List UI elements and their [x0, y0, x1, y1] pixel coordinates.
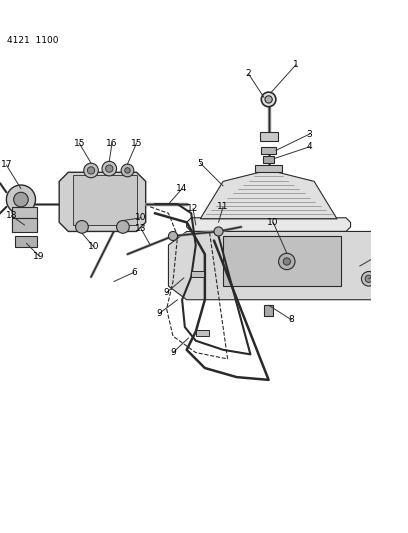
Bar: [196, 330, 208, 336]
Circle shape: [283, 258, 290, 265]
Circle shape: [84, 163, 98, 177]
Text: 5: 5: [197, 159, 203, 168]
Circle shape: [75, 221, 88, 233]
Circle shape: [365, 275, 373, 282]
Text: 18: 18: [6, 212, 18, 221]
Circle shape: [102, 161, 117, 176]
Circle shape: [265, 96, 272, 103]
Text: 13: 13: [135, 224, 147, 233]
Circle shape: [279, 253, 295, 270]
Bar: [255, 165, 282, 172]
Text: 19: 19: [33, 252, 45, 261]
Text: 10: 10: [135, 213, 147, 222]
Polygon shape: [186, 218, 350, 231]
Circle shape: [169, 231, 177, 240]
Text: 9: 9: [170, 348, 176, 357]
Text: 8: 8: [288, 315, 294, 324]
Bar: [12, 218, 37, 232]
Bar: [191, 271, 204, 277]
Text: 16: 16: [106, 139, 118, 148]
Bar: [73, 175, 137, 225]
Circle shape: [87, 167, 95, 174]
Circle shape: [125, 168, 130, 173]
Text: 2: 2: [246, 69, 251, 78]
Circle shape: [261, 92, 276, 107]
Circle shape: [13, 192, 28, 207]
Text: 4: 4: [307, 142, 313, 151]
Text: 10: 10: [88, 243, 100, 252]
Polygon shape: [59, 172, 146, 231]
Text: 11: 11: [217, 203, 229, 212]
Circle shape: [117, 221, 129, 233]
Text: 12: 12: [187, 204, 199, 213]
Text: 17: 17: [1, 160, 12, 169]
Bar: [259, 132, 278, 141]
Text: 4121  1100: 4121 1100: [7, 36, 59, 45]
Bar: [261, 147, 276, 154]
Text: 10: 10: [267, 218, 279, 227]
Text: 1: 1: [293, 60, 299, 69]
Bar: [263, 156, 274, 163]
Text: 3: 3: [307, 130, 313, 139]
Text: 9: 9: [156, 309, 162, 318]
Circle shape: [214, 227, 223, 236]
Text: 15: 15: [73, 139, 85, 148]
Bar: [16, 236, 37, 247]
Circle shape: [361, 271, 376, 286]
Text: 9: 9: [164, 288, 169, 297]
Circle shape: [7, 185, 35, 214]
Text: 14: 14: [176, 184, 188, 193]
Text: 15: 15: [131, 139, 142, 148]
Circle shape: [106, 165, 113, 172]
Polygon shape: [169, 231, 405, 300]
Text: 6: 6: [131, 268, 137, 277]
Bar: [12, 207, 37, 218]
Polygon shape: [200, 172, 337, 219]
Bar: [223, 236, 341, 286]
Circle shape: [121, 164, 134, 177]
Bar: [264, 305, 273, 316]
